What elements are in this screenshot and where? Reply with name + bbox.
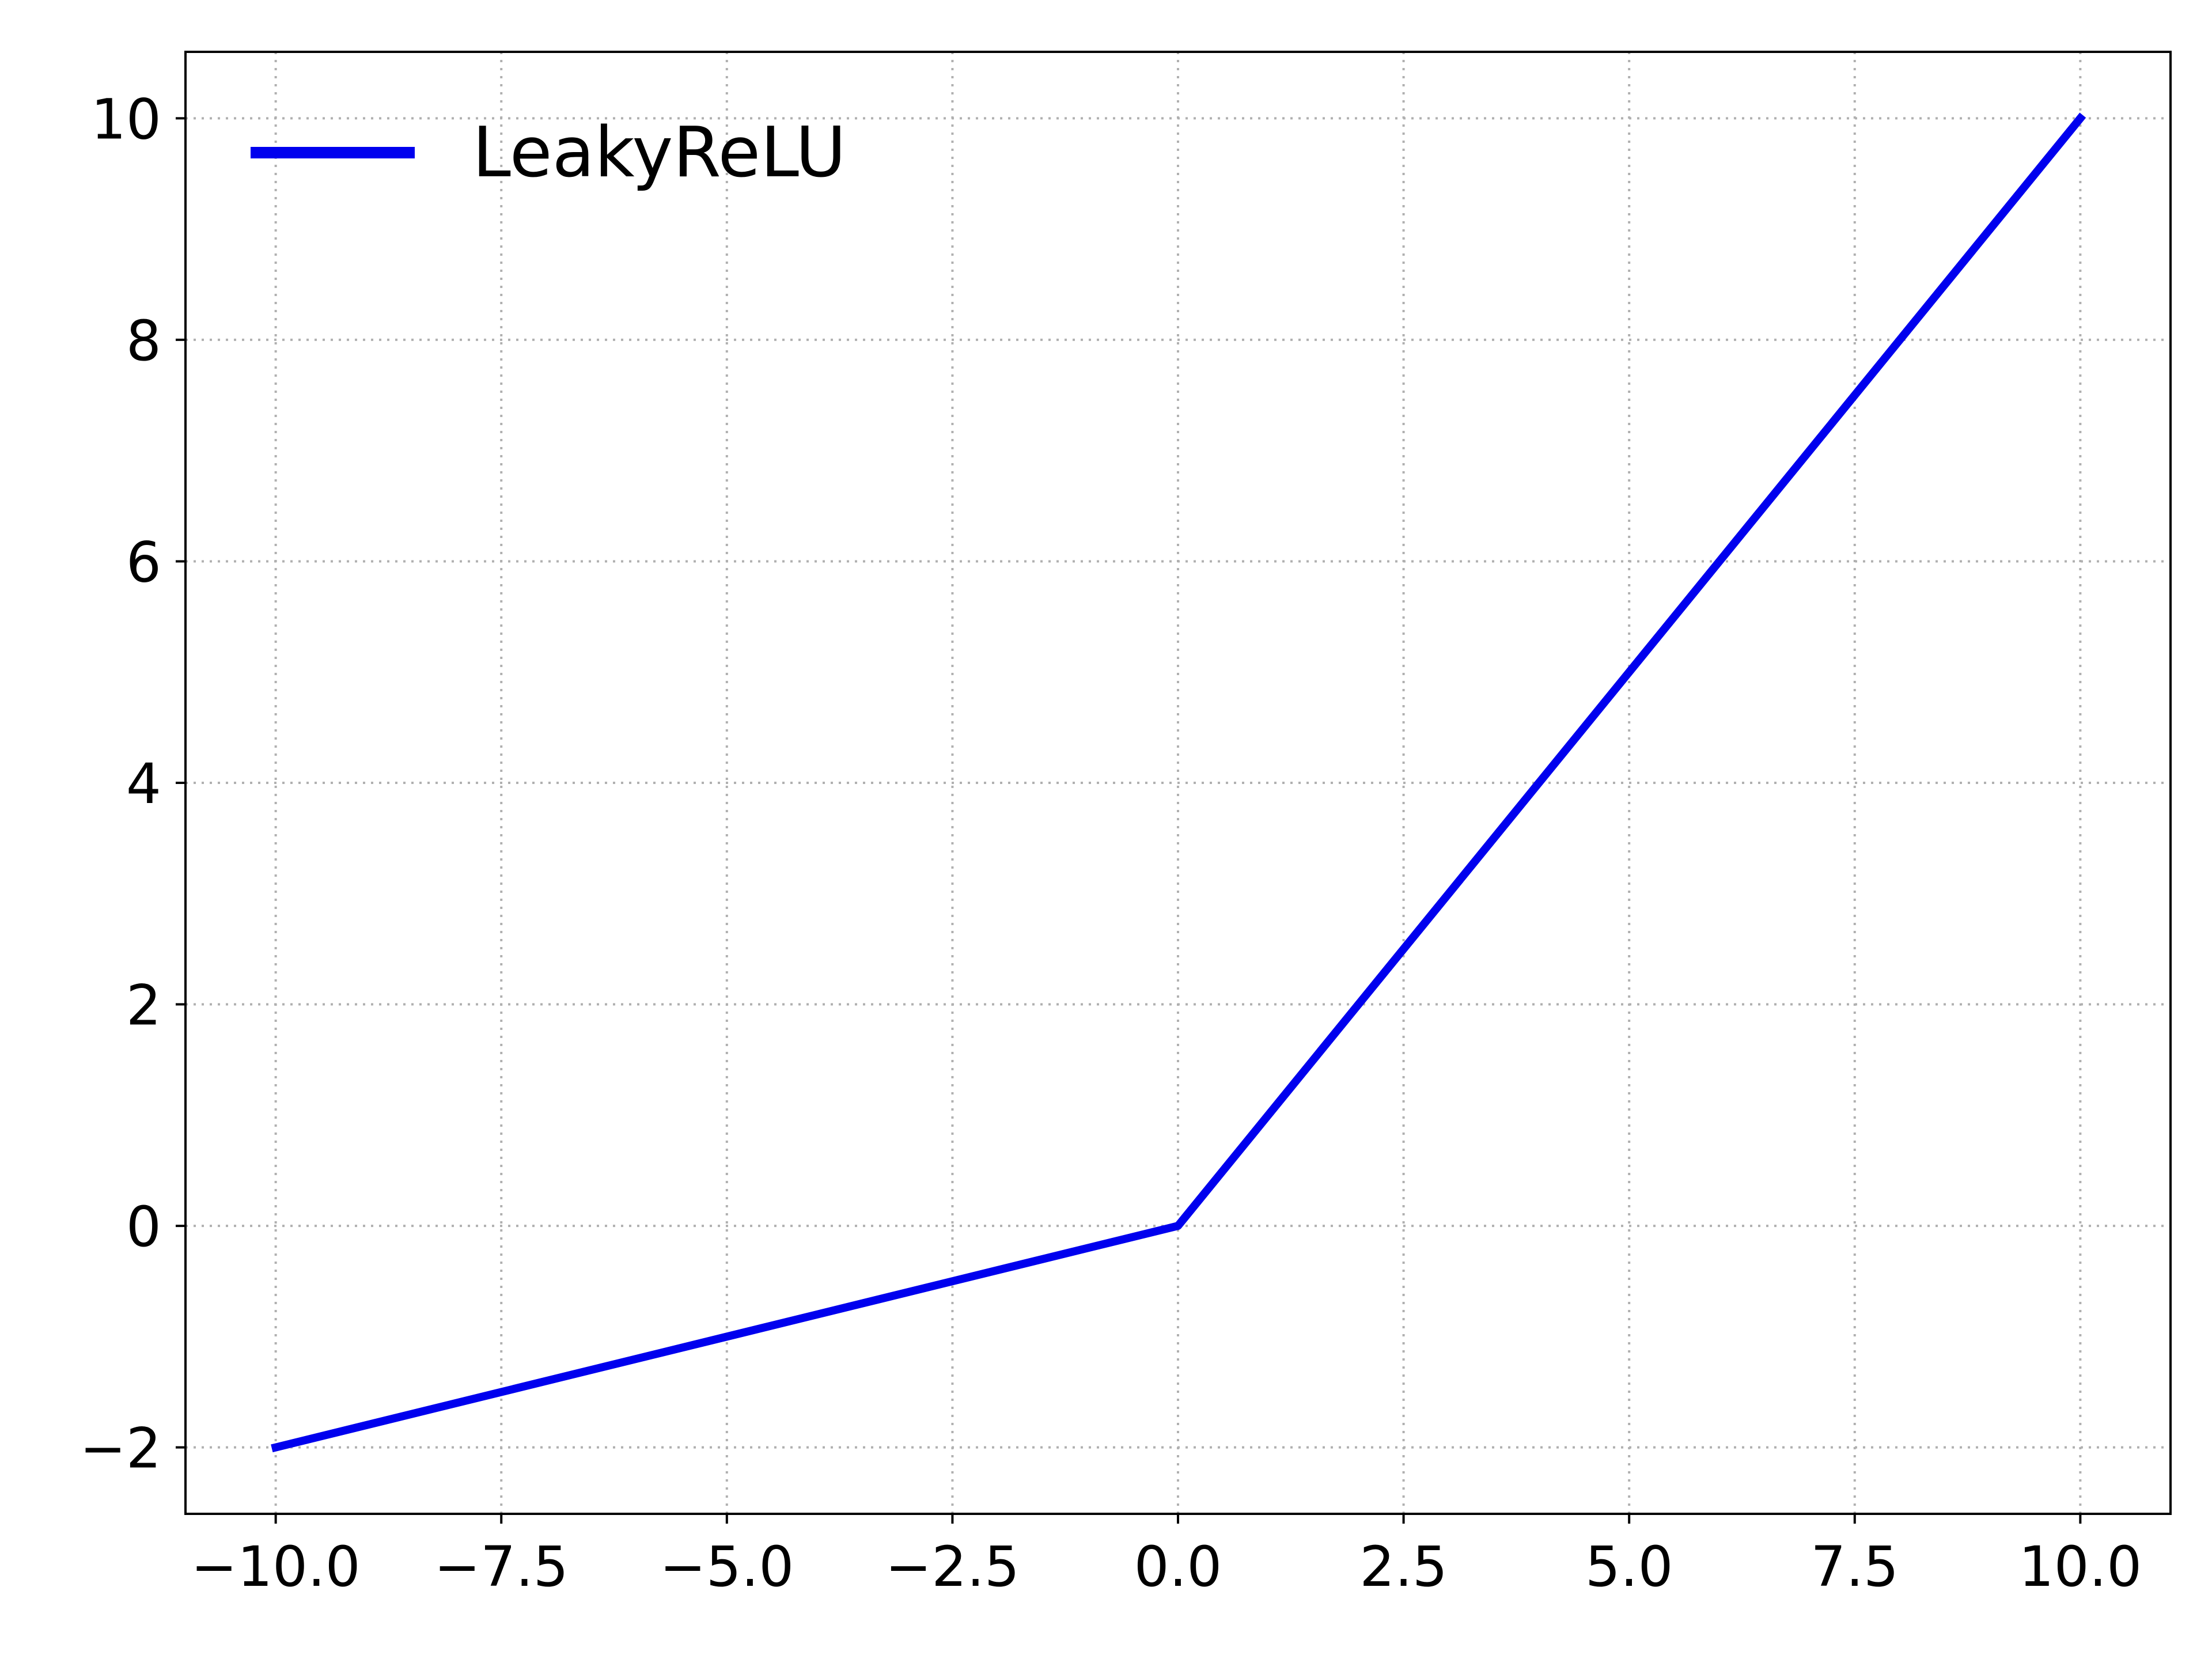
y-tick-label: 0 [126, 1195, 161, 1259]
x-tick-label: 0.0 [1134, 1535, 1222, 1599]
y-tick-label: 8 [126, 309, 161, 373]
legend-label-leakyrelu: LeakyReLU [472, 113, 846, 193]
y-tick-label: 4 [126, 752, 161, 816]
x-tick-label: −7.5 [434, 1535, 569, 1599]
x-tick-label: 5.0 [1585, 1535, 1673, 1599]
x-tick-label: −5.0 [660, 1535, 794, 1599]
x-tick-label: −2.5 [885, 1535, 1020, 1599]
y-tick-label: 2 [126, 974, 161, 1038]
x-tick-label: −10.0 [191, 1535, 361, 1599]
plot-frame [184, 51, 2172, 1515]
axis-ticks [176, 117, 2082, 1524]
x-tick-labels: −10.0 −7.5 −5.0 −2.5 0.0 2.5 5.0 7.5 10.0 [191, 1535, 2142, 1599]
data-series [271, 112, 2086, 1453]
y-tick-labels: −2 0 2 4 6 8 10 [79, 87, 161, 1480]
x-tick-label: 7.5 [1810, 1535, 1899, 1599]
y-tick-label: 10 [91, 87, 161, 151]
y-tick-label: 6 [126, 530, 161, 594]
grid-lines [185, 52, 2171, 1514]
x-tick-label: 10.0 [2018, 1535, 2142, 1599]
y-tick-label: −2 [79, 1416, 161, 1481]
series-line-leakyrelu [271, 112, 2086, 1453]
legend: LeakyReLU [251, 113, 846, 193]
x-tick-label: 2.5 [1359, 1535, 1448, 1599]
